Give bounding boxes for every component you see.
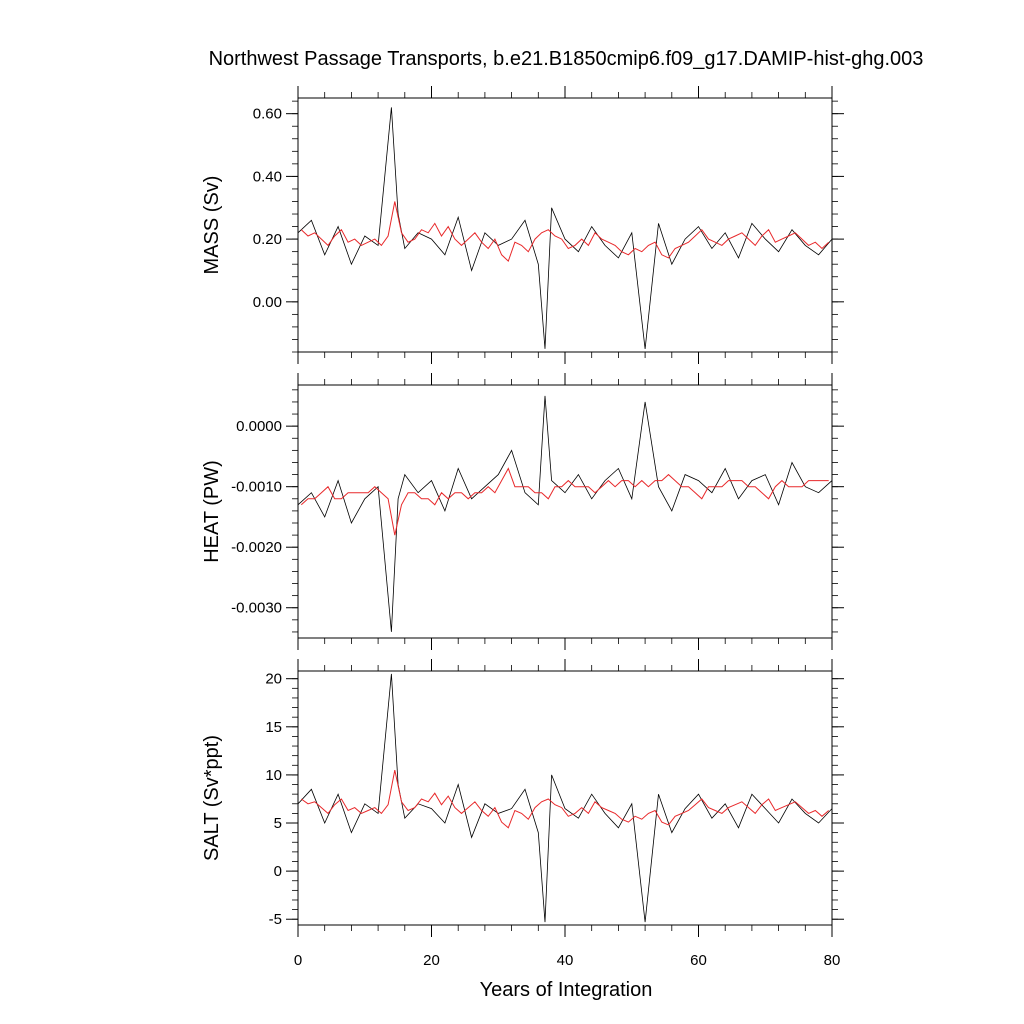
series-line-monthly xyxy=(298,673,832,923)
series-line-monthly xyxy=(298,395,832,632)
y-axis-title: MASS (Sv) xyxy=(201,176,223,275)
y-tick-label: 0.20 xyxy=(253,231,282,248)
x-tick-label: 20 xyxy=(423,952,440,969)
x-axis-title: Years of Integration xyxy=(480,979,653,1001)
y-tick-label: 5 xyxy=(274,815,282,832)
panel-mass: 0.00 0.20 0.40 0.60 MASS (Sv) xyxy=(201,86,844,364)
chart-title: Northwest Passage Transports, b.e21.B185… xyxy=(209,48,924,70)
y-tick-label: 10 xyxy=(265,767,282,784)
x-tick-label: 60 xyxy=(690,952,707,969)
y-tick-label: -5 xyxy=(269,911,282,928)
y-tick-label: 0.40 xyxy=(253,168,282,185)
y-tick-label: 20 xyxy=(265,671,282,688)
y-tick-label: 15 xyxy=(265,719,282,736)
x-tick-label: 0 xyxy=(294,952,302,969)
panel-salt: -5 0 5 10 15 20 0 20 40 60 80 SALT (Sv*ppt) xyxy=(201,659,844,969)
x-tick-label: 80 xyxy=(824,952,841,969)
series-line-annual-mean xyxy=(300,467,829,536)
panel-heat: -0.0030 -0.0020 -0.0010 0.0000 HEAT (PW) xyxy=(201,373,844,650)
y-tick-label: -0.0010 xyxy=(231,479,282,496)
y-tick-label: 0.00 xyxy=(253,294,282,311)
y-tick-label: 0.60 xyxy=(253,106,282,123)
y-tick-label: -0.0030 xyxy=(231,600,282,617)
series-line-annual-mean xyxy=(300,201,830,262)
series-line-monthly xyxy=(298,107,832,349)
y-tick-label: 0.0000 xyxy=(236,418,282,435)
y-axis-title: SALT (Sv*ppt) xyxy=(201,735,223,861)
series-line-annual-mean xyxy=(301,769,830,829)
x-tick-label: 40 xyxy=(557,952,574,969)
y-tick-label: -0.0020 xyxy=(231,539,282,556)
y-axis-title: HEAT (PW) xyxy=(201,460,223,563)
y-tick-label: 0 xyxy=(274,863,282,880)
